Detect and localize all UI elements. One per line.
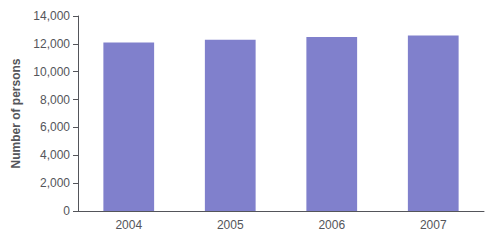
svg-text:0: 0 <box>63 204 70 218</box>
svg-text:2004: 2004 <box>115 218 142 232</box>
svg-text:2006: 2006 <box>318 218 345 232</box>
svg-text:2005: 2005 <box>217 218 244 232</box>
svg-text:8,000: 8,000 <box>40 93 70 107</box>
svg-text:14,000: 14,000 <box>33 9 70 23</box>
svg-text:10,000: 10,000 <box>33 65 70 79</box>
svg-text:4,000: 4,000 <box>40 148 70 162</box>
svg-text:2,000: 2,000 <box>40 176 70 190</box>
svg-text:2007: 2007 <box>420 218 447 232</box>
svg-text:Number of persons: Number of persons <box>9 58 23 168</box>
svg-text:12,000: 12,000 <box>33 37 70 51</box>
svg-text:6,000: 6,000 <box>40 120 70 134</box>
